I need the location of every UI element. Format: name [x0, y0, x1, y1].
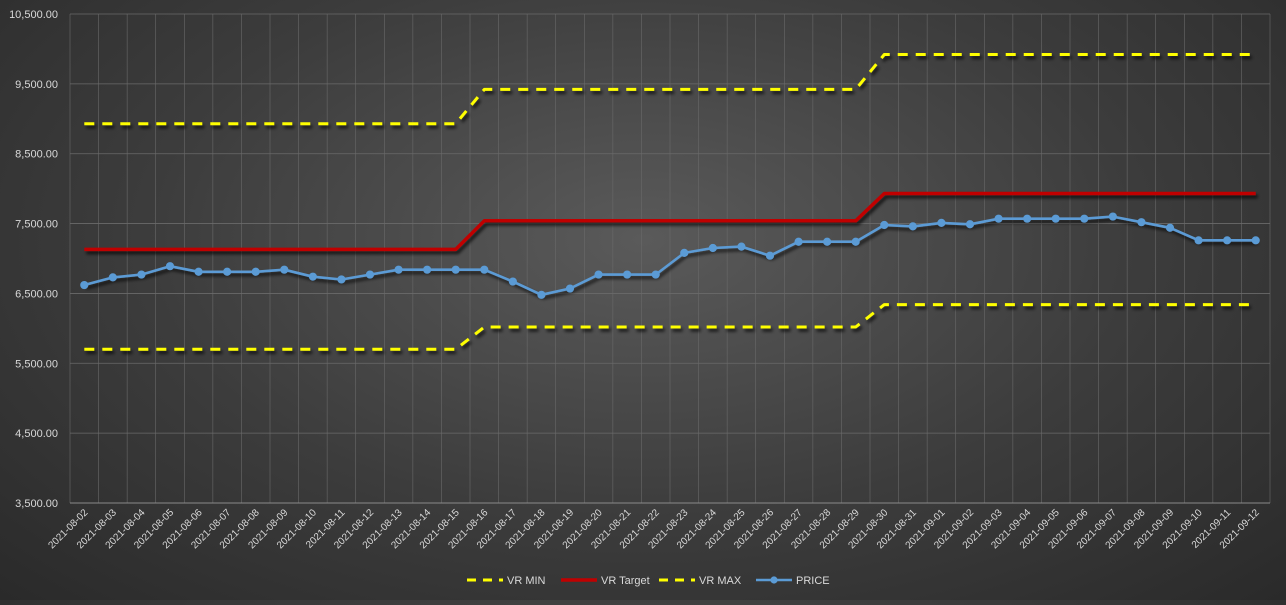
legend: VR MIN VR Target VR MAX PRICE	[467, 575, 830, 587]
axes: 3,500.00 4,500.00 5,500.00 6,500.00 7,500.00…	[9, 9, 1270, 551]
y-tick-label: 4,500.00	[15, 428, 58, 440]
data-point-price	[651, 270, 660, 279]
y-tick-label: 7,500.00	[15, 219, 58, 231]
data-point-price	[280, 265, 289, 274]
data-point-price	[1165, 223, 1175, 232]
series-line-price	[83, 215, 1256, 297]
data-point-price	[1251, 236, 1260, 245]
y-tick-label: 8,500.00	[15, 149, 58, 161]
legend-label-vr-target: VR Target	[601, 575, 650, 587]
series-line-vr-min	[84, 303, 1256, 351]
data-point-price	[1051, 214, 1060, 223]
data-point-price	[737, 242, 746, 251]
legend-marker-price	[770, 576, 778, 584]
data-point-price	[223, 267, 232, 276]
legend-label-vr-max: VR MAX	[699, 575, 742, 587]
legend-item-vr-target: VR Target	[561, 575, 650, 587]
data-point-price	[1223, 236, 1232, 245]
data-point-price	[708, 243, 717, 253]
data-point-price	[1108, 212, 1117, 221]
legend-item-vr-min: VR MIN	[467, 575, 546, 587]
y-tick-label: 5,500.00	[15, 358, 58, 370]
legend-item-vr-max: VR MAX	[659, 575, 742, 587]
data-point-price	[680, 248, 689, 258]
y-tick-label: 10,500.00	[9, 9, 58, 21]
legend-item-price: PRICE	[756, 575, 830, 587]
y-tick-label: 6,500.00	[15, 288, 58, 300]
data-point-price	[965, 220, 975, 229]
data-point-price	[251, 267, 260, 276]
data-point-price	[108, 273, 117, 282]
series-line-vr-target	[84, 191, 1256, 252]
y-tick-label: 9,500.00	[15, 79, 58, 91]
data-point-price	[80, 280, 89, 290]
data-point-price	[880, 220, 889, 230]
data-point-price	[1137, 218, 1146, 227]
data-point-price	[394, 265, 403, 274]
y-tick-label: 3,500.00	[15, 498, 58, 510]
data-point-price	[623, 270, 632, 279]
gridlines	[69, 13, 1271, 504]
legend-label-vr-min: VR MIN	[507, 575, 546, 587]
data-point-price	[994, 214, 1003, 223]
data-point-price	[423, 265, 432, 274]
data-point-price	[937, 218, 946, 227]
series-line-vr-max	[84, 53, 1256, 126]
data-point-price	[823, 237, 832, 246]
data-point-price	[308, 272, 317, 281]
series	[80, 53, 1260, 351]
data-point-price	[365, 270, 375, 279]
data-point-price	[337, 275, 346, 284]
data-point-price	[1080, 214, 1089, 223]
data-point-price	[908, 222, 917, 231]
data-point-price	[794, 237, 803, 246]
data-point-price	[508, 277, 517, 286]
data-point-price	[451, 265, 460, 274]
data-point-price	[594, 270, 603, 279]
legend-label-price: PRICE	[796, 575, 830, 587]
data-point-price	[1194, 236, 1203, 245]
data-point-price	[165, 262, 175, 271]
data-point-price	[565, 284, 575, 293]
data-point-price	[851, 237, 860, 246]
data-point-price	[765, 251, 775, 260]
data-point-price	[480, 265, 489, 274]
data-point-price	[194, 267, 203, 276]
data-point-price	[137, 270, 146, 279]
data-point-price	[1023, 214, 1032, 223]
data-point-price	[537, 290, 546, 299]
